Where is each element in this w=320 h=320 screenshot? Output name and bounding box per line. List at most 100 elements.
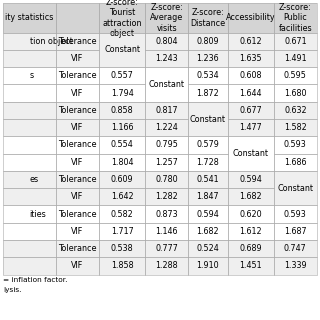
Bar: [274, 223, 317, 240]
Bar: [228, 67, 274, 84]
Bar: [3, 188, 56, 205]
Text: lysis.: lysis.: [3, 287, 22, 293]
Text: 0.541: 0.541: [196, 175, 219, 184]
Bar: [145, 67, 188, 102]
Text: es: es: [30, 175, 39, 184]
Bar: [99, 257, 145, 275]
Bar: [145, 223, 188, 240]
Text: 1.451: 1.451: [239, 261, 262, 270]
Bar: [145, 171, 188, 188]
Text: Constant: Constant: [148, 80, 185, 89]
Bar: [145, 102, 188, 119]
Bar: [188, 240, 228, 257]
Text: Tolerance: Tolerance: [58, 210, 97, 219]
Text: tion object: tion object: [30, 37, 73, 46]
Bar: [188, 154, 228, 171]
Text: Constant: Constant: [190, 115, 226, 124]
Bar: [56, 205, 99, 223]
Bar: [188, 3, 228, 33]
Bar: [99, 240, 145, 257]
Text: 0.554: 0.554: [111, 140, 133, 149]
Text: ity statistics: ity statistics: [5, 13, 54, 22]
Bar: [56, 154, 99, 171]
Bar: [228, 240, 274, 257]
Text: 1.682: 1.682: [239, 192, 262, 201]
Bar: [228, 205, 274, 223]
Bar: [56, 136, 99, 154]
Text: Tolerance: Tolerance: [58, 106, 97, 115]
Bar: [99, 3, 145, 33]
Bar: [188, 50, 228, 67]
Text: Constant: Constant: [233, 149, 269, 158]
Text: 0.612: 0.612: [239, 37, 262, 46]
Bar: [188, 240, 228, 257]
Bar: [274, 136, 317, 154]
Bar: [3, 205, 56, 223]
Bar: [56, 171, 99, 188]
Text: 1.224: 1.224: [155, 123, 178, 132]
Bar: [3, 240, 56, 257]
Bar: [274, 119, 317, 136]
Bar: [99, 102, 145, 119]
Bar: [3, 67, 56, 84]
Bar: [3, 171, 56, 188]
Bar: [274, 240, 317, 257]
Text: Accessibility: Accessibility: [226, 13, 276, 22]
Bar: [56, 223, 99, 240]
Bar: [145, 67, 188, 102]
Bar: [145, 136, 188, 154]
Bar: [56, 102, 99, 119]
Bar: [145, 119, 188, 136]
Bar: [188, 67, 228, 84]
Bar: [99, 154, 145, 171]
Bar: [188, 67, 228, 84]
Bar: [145, 240, 188, 257]
Bar: [274, 205, 317, 223]
Bar: [145, 257, 188, 275]
Bar: [228, 205, 274, 223]
Bar: [56, 119, 99, 136]
Bar: [3, 67, 56, 84]
Text: VIF: VIF: [71, 89, 84, 98]
Bar: [3, 240, 56, 257]
Text: VIF: VIF: [71, 192, 84, 201]
Bar: [188, 136, 228, 154]
Bar: [228, 188, 274, 205]
Bar: [56, 84, 99, 102]
Bar: [56, 33, 99, 50]
Bar: [274, 33, 317, 50]
Text: Z-score:
Public
facilities: Z-score: Public facilities: [278, 3, 312, 33]
Bar: [145, 205, 188, 223]
Text: 1.257: 1.257: [155, 158, 178, 167]
Bar: [274, 3, 317, 33]
Bar: [274, 102, 317, 119]
Text: 0.777: 0.777: [155, 244, 178, 253]
Text: 1.282: 1.282: [155, 192, 178, 201]
Bar: [3, 257, 56, 275]
Text: 0.524: 0.524: [196, 244, 219, 253]
Bar: [99, 171, 145, 188]
Bar: [228, 50, 274, 67]
Bar: [228, 50, 274, 67]
Bar: [99, 136, 145, 154]
Text: 1.612: 1.612: [239, 227, 262, 236]
Bar: [228, 188, 274, 205]
Bar: [56, 240, 99, 257]
Bar: [56, 257, 99, 275]
Bar: [99, 102, 145, 119]
Text: 0.534: 0.534: [196, 71, 219, 80]
Bar: [228, 171, 274, 188]
Text: Tolerance: Tolerance: [58, 71, 97, 80]
Bar: [56, 33, 99, 50]
Text: 1.236: 1.236: [196, 54, 219, 63]
Text: 1.635: 1.635: [239, 54, 262, 63]
Bar: [274, 84, 317, 102]
Text: 1.682: 1.682: [196, 227, 219, 236]
Bar: [3, 223, 56, 240]
Text: 1.146: 1.146: [155, 227, 178, 236]
Text: 1.847: 1.847: [196, 192, 219, 201]
Bar: [3, 33, 56, 50]
Bar: [188, 188, 228, 205]
Text: 0.538: 0.538: [111, 244, 133, 253]
Bar: [3, 84, 56, 102]
